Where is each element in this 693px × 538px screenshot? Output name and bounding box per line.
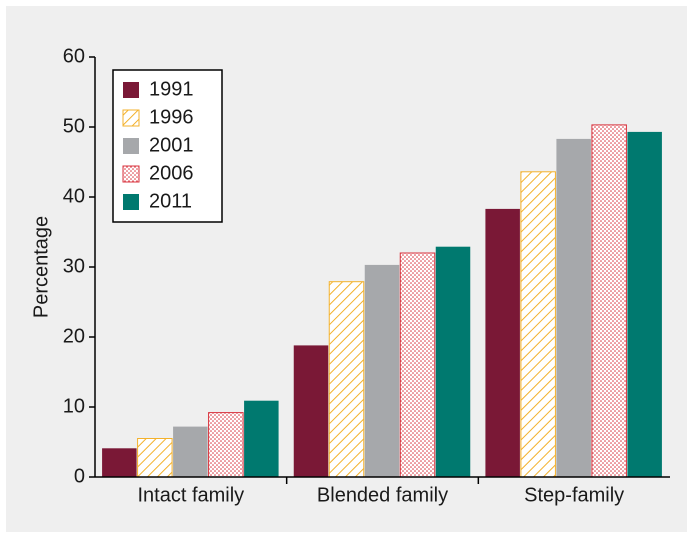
legend-swatch <box>122 165 140 183</box>
y-tick-label: 20 <box>63 325 85 347</box>
y-tick-label: 50 <box>63 115 85 137</box>
y-axis-label: Percentage <box>30 216 52 318</box>
legend-label: 2001 <box>149 134 194 156</box>
bar <box>328 281 365 478</box>
bar <box>137 438 173 478</box>
legend-swatch <box>122 109 140 127</box>
bar <box>591 124 627 478</box>
legend-label: 1996 <box>149 106 194 128</box>
bar <box>293 345 329 477</box>
bar <box>556 138 591 477</box>
bar <box>485 208 520 477</box>
bar <box>173 426 208 477</box>
y-tick-label: 0 <box>74 465 85 487</box>
bar <box>244 400 279 477</box>
bar <box>399 252 436 478</box>
bar <box>520 171 556 478</box>
legend-swatch <box>123 82 139 98</box>
legend-label: 2006 <box>149 162 194 184</box>
bar <box>435 246 471 477</box>
bar <box>102 448 137 477</box>
legend-swatch <box>123 138 139 154</box>
y-tick-label: 60 <box>63 45 85 67</box>
y-tick-label: 10 <box>63 395 85 417</box>
y-tick-label: 30 <box>63 255 85 277</box>
bar <box>627 131 662 477</box>
legend-swatch <box>123 194 139 210</box>
legend-label: 1991 <box>149 78 194 100</box>
y-tick-label: 40 <box>63 185 85 207</box>
bar <box>364 264 400 477</box>
legend-label: 2011 <box>149 190 192 212</box>
x-tick-label: Intact family <box>137 484 244 506</box>
x-tick-label: Step-family <box>524 484 624 506</box>
bar <box>208 412 244 478</box>
x-tick-label: Blended family <box>317 484 448 506</box>
